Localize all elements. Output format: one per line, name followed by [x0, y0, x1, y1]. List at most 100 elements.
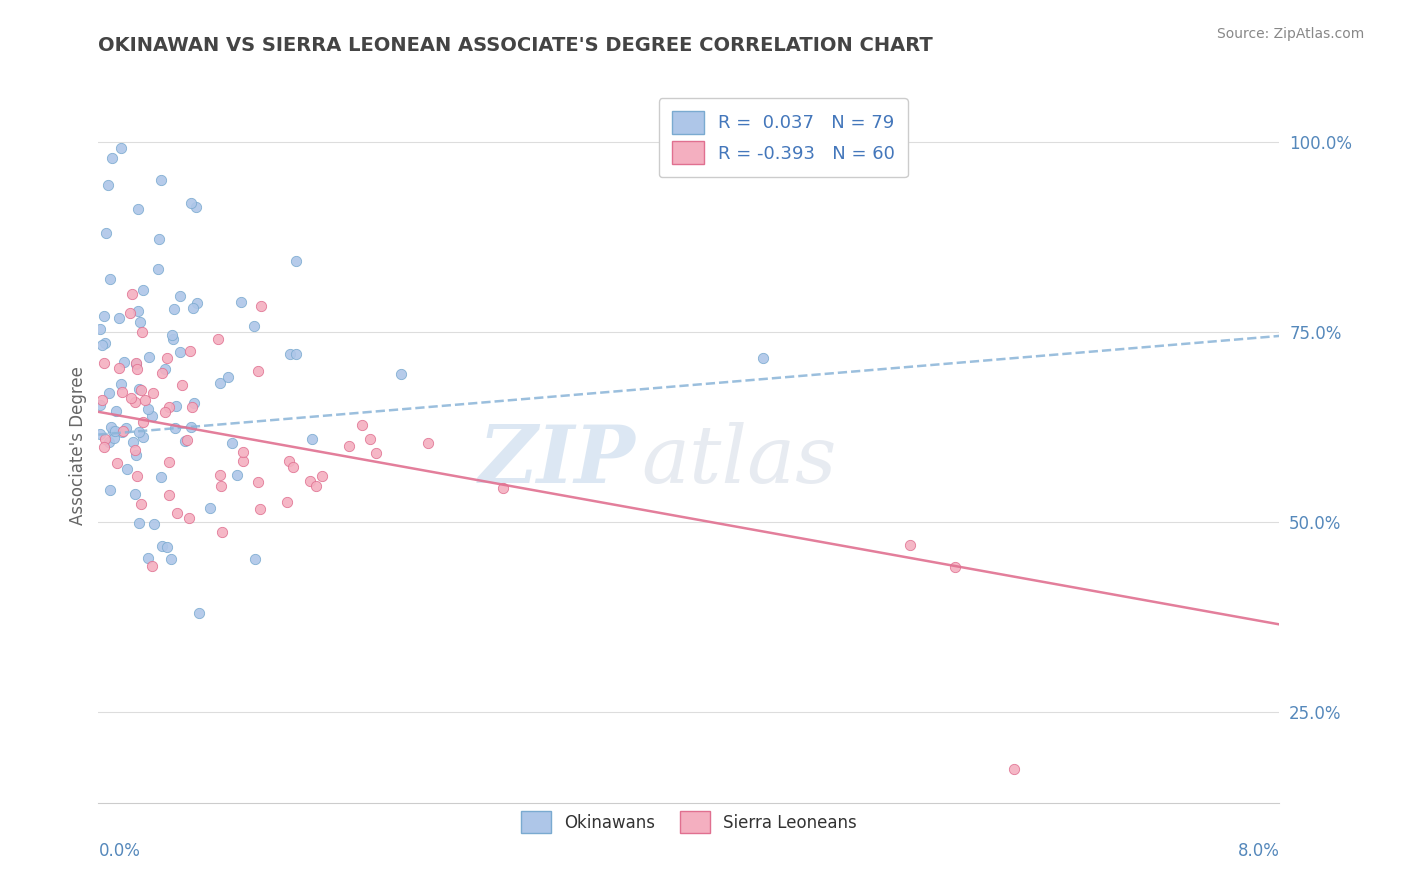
Point: [174, 434, 197, 449]
Point: [752, 351, 775, 365]
Point: [250, 299, 273, 313]
Point: [305, 479, 328, 493]
Point: [209, 467, 232, 482]
Point: [337, 439, 360, 453]
Point: [163, 302, 186, 317]
Point: [217, 370, 239, 384]
Point: [105, 404, 128, 418]
Point: [900, 538, 922, 552]
Point: [101, 424, 124, 438]
Point: [89, 322, 111, 336]
Point: [136, 550, 159, 565]
Point: [105, 456, 128, 470]
Point: [97, 178, 120, 192]
Point: [100, 419, 122, 434]
Point: [121, 287, 143, 301]
Point: [232, 444, 254, 458]
Point: [132, 430, 155, 444]
Point: [138, 351, 160, 365]
Point: [136, 402, 159, 417]
Point: [276, 495, 298, 509]
Point: [104, 425, 127, 439]
Point: [389, 367, 412, 381]
Point: [111, 425, 134, 439]
Point: [186, 296, 208, 310]
Point: [169, 289, 191, 303]
Point: [208, 376, 231, 390]
Point: [132, 415, 155, 429]
Point: [278, 454, 301, 468]
Point: [89, 398, 111, 412]
Point: [127, 469, 149, 483]
Point: [111, 384, 134, 399]
Point: [131, 325, 153, 339]
Text: Source: ZipAtlas.com: Source: ZipAtlas.com: [1216, 27, 1364, 41]
Point: [96, 227, 118, 241]
Point: [110, 377, 132, 392]
Point: [125, 448, 148, 462]
Point: [162, 327, 184, 342]
Point: [207, 332, 229, 346]
Point: [93, 432, 115, 446]
Point: [115, 421, 138, 435]
Point: [124, 395, 146, 409]
Point: [183, 301, 205, 316]
Point: [243, 319, 266, 334]
Point: [165, 421, 187, 435]
Point: [198, 501, 221, 516]
Point: [156, 351, 179, 366]
Point: [183, 395, 205, 409]
Text: ZIP: ZIP: [479, 422, 636, 499]
Point: [211, 524, 233, 539]
Text: 0.0%: 0.0%: [98, 842, 141, 860]
Point: [142, 386, 165, 401]
Point: [141, 409, 163, 423]
Point: [111, 424, 134, 438]
Point: [492, 481, 515, 495]
Point: [110, 141, 132, 155]
Point: [280, 347, 302, 361]
Point: [301, 432, 323, 446]
Point: [311, 469, 333, 483]
Point: [100, 483, 122, 497]
Point: [134, 392, 156, 407]
Point: [181, 400, 204, 414]
Point: [148, 232, 170, 246]
Text: 8.0%: 8.0%: [1237, 842, 1279, 860]
Point: [284, 254, 307, 268]
Point: [89, 426, 111, 441]
Point: [249, 501, 271, 516]
Point: [169, 345, 191, 359]
Point: [299, 475, 322, 489]
Point: [129, 497, 152, 511]
Point: [98, 272, 121, 286]
Text: atlas: atlas: [641, 422, 837, 499]
Point: [142, 516, 165, 531]
Y-axis label: Associate's Degree: Associate's Degree: [69, 367, 87, 525]
Point: [162, 332, 184, 346]
Point: [128, 516, 150, 530]
Point: [176, 433, 198, 447]
Point: [129, 383, 152, 397]
Point: [150, 366, 173, 380]
Point: [128, 382, 150, 396]
Point: [120, 392, 142, 406]
Legend: Okinawans, Sierra Leoneans: Okinawans, Sierra Leoneans: [509, 799, 869, 845]
Point: [180, 196, 202, 211]
Point: [108, 310, 131, 325]
Point: [103, 431, 125, 445]
Point: [284, 347, 307, 361]
Point: [416, 436, 439, 450]
Point: [124, 487, 146, 501]
Point: [283, 460, 305, 475]
Point: [141, 558, 163, 573]
Point: [146, 262, 169, 277]
Point: [165, 400, 187, 414]
Point: [94, 336, 117, 351]
Point: [246, 475, 269, 489]
Point: [170, 378, 193, 392]
Point: [125, 356, 148, 370]
Point: [231, 295, 253, 310]
Point: [179, 343, 201, 358]
Point: [156, 540, 179, 554]
